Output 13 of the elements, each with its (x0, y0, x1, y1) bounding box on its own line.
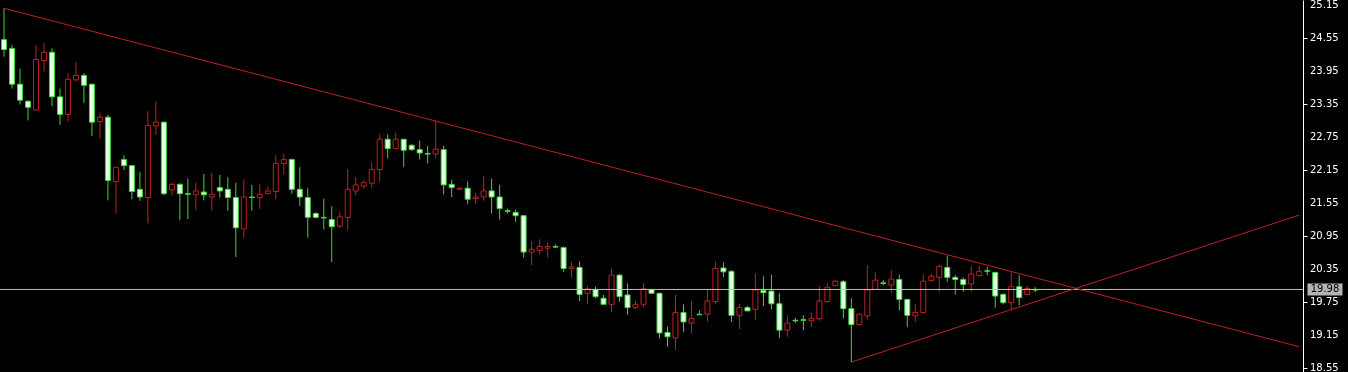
y-tick-label: 22.15 (1310, 164, 1339, 176)
y-tick-label: 23.35 (1310, 98, 1339, 110)
y-tick-label: 22.75 (1310, 131, 1339, 143)
y-tick-label: 25.15 (1310, 0, 1339, 10)
y-tick-label: 20.95 (1310, 230, 1339, 242)
ref-line-label: 19.98 (1310, 283, 1340, 295)
y-tick-label: 21.55 (1310, 197, 1339, 209)
y-tick-label: 19.75 (1310, 296, 1339, 308)
y-tick-label: 19.15 (1310, 329, 1339, 341)
y-tick-label: 20.35 (1310, 263, 1339, 275)
y-tick-label: 23.95 (1310, 64, 1339, 76)
y-tick-label: 18.55 (1310, 362, 1339, 372)
y-tick-label: 24.55 (1310, 31, 1339, 43)
